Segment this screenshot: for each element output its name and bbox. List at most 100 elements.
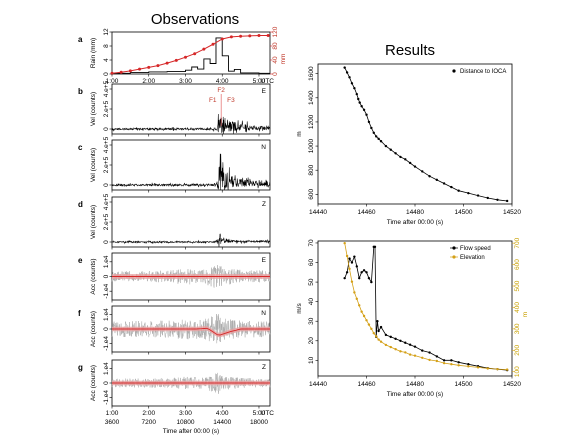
results-flow-series-0-point <box>389 335 392 339</box>
results-flow-series-1-point <box>413 354 417 357</box>
rain-cumulative-point <box>266 34 270 37</box>
results-flow-ytick-right-label: 400 <box>514 302 521 313</box>
results-flow-series-0-point <box>413 345 417 348</box>
panel-d-ytick-label: 4.e+5 <box>103 193 110 210</box>
panel-e-ytick-label: 1.e4 <box>103 255 110 268</box>
results-flow-series-0-point <box>421 349 424 352</box>
panel-d-frame <box>111 196 271 248</box>
results-distance-series-0-point <box>360 105 363 108</box>
results-distance-ytick-label: 800 <box>308 164 315 175</box>
results-distance-series-0-point <box>348 76 351 79</box>
observations-header: Observations <box>151 11 239 28</box>
results-flow-series-0-point <box>365 271 368 274</box>
panel-a-ytick-label: 4 <box>103 58 110 62</box>
panel-e-component: E <box>262 257 267 264</box>
results-flow-series-0-point <box>353 255 356 258</box>
results-distance-series-0-point <box>435 178 439 182</box>
panel-d-component: Z <box>262 201 266 208</box>
panel-b-ylabel: Vel (counts) <box>90 92 97 126</box>
panel-f-ytick-label: 0 <box>103 327 110 331</box>
results-flow-series-0-point <box>370 280 373 284</box>
results-flow-series-0-point <box>350 261 354 264</box>
results-flow-ytick-label: 30 <box>308 317 315 325</box>
results-flow-series-1-point <box>442 361 446 365</box>
panel-f-label: f <box>78 309 81 318</box>
rain-cumulative-point <box>257 34 261 37</box>
results-flow-series-1-point <box>343 241 346 245</box>
results-flow-series-0-point <box>355 265 358 268</box>
results-flow-series-1-point <box>476 366 480 369</box>
results-header: Results <box>385 42 435 59</box>
rain-cumulative-point <box>239 34 243 38</box>
results-flow-ytick-right-label: 600 <box>514 259 521 270</box>
results-flow-series-1-point <box>370 327 373 331</box>
results-flow-ylabel: m/s <box>296 303 303 314</box>
results-flow-series-0-point <box>394 337 397 341</box>
panel-g-xtick-top-label: 3:00 <box>179 410 192 417</box>
panel-a-xtick-label: 1:00 <box>106 78 119 85</box>
rain-cumulative-line <box>111 35 269 74</box>
panel-f-ylabel: Acc (counts) <box>90 311 97 347</box>
results-flow-xtick-label: 14520 <box>503 381 521 388</box>
results-flow-series-1-point <box>408 353 412 356</box>
results-distance-series-0-point <box>375 135 378 138</box>
results-distance-series-0-point <box>362 108 366 112</box>
panel-a-ytick-label: 8 <box>103 44 110 48</box>
panel-f: f Acc (counts) -1.e4 0 1.e4 N <box>78 305 271 355</box>
results-flow-series-1-point <box>345 254 349 258</box>
results-flow-series-1-point <box>428 358 431 362</box>
results-distance-ytick-label: 1200 <box>308 114 315 129</box>
results-distance-series-0-point <box>343 66 346 69</box>
panel-g-xtick-bottom-label: 10800 <box>176 419 194 426</box>
rain-cumulative-point <box>147 65 151 69</box>
results-distance-xtick-label: 14500 <box>454 209 472 216</box>
results-flow-series-0-point <box>376 320 379 323</box>
results-flow-series-0-point <box>348 257 351 260</box>
results-distance-ytick-label: 1400 <box>308 90 315 105</box>
results-flow-ytick-right-label: 300 <box>514 323 521 334</box>
results-distance-series-0-point <box>372 131 375 134</box>
results-distance-ytick-label: 1600 <box>308 66 315 81</box>
panel-g-ytick-label: -1.e4 <box>103 390 110 405</box>
panel-a-label: a <box>78 35 83 44</box>
results-flow-xtick-label: 14440 <box>309 381 327 388</box>
results-flow-series-0-point <box>373 245 377 249</box>
panel-b-label: b <box>78 87 83 96</box>
panel-g-xlabel: Time after 00:00 (s) <box>163 428 219 435</box>
panel-f-ytick-label: 1.e4 <box>103 308 110 321</box>
results-flow-series-1-point <box>362 314 366 318</box>
results-distance-panel: 14440 14460 14480 14500 14520 Time after 00:0… <box>296 63 521 226</box>
results-flow-series-1-point <box>421 356 424 359</box>
results-distance-xtick-label: 14520 <box>503 209 521 216</box>
results-flow-series-1-point <box>467 365 470 368</box>
panel-d: d Vel (counts) 0 2.e+5 4.e+5 Z <box>78 193 271 250</box>
results-flow-series-1-point <box>496 367 499 371</box>
results-flow-ytick-label: 50 <box>308 278 315 286</box>
results-flow-series-1-point <box>350 280 354 283</box>
rain-cumulative-point <box>165 61 169 65</box>
panel-d-label: d <box>78 200 83 209</box>
results-flow-series-1-point <box>457 364 460 367</box>
results-flow-series-0-line <box>344 246 508 371</box>
results-flow-series-1-point <box>505 368 509 371</box>
results-distance-series-0-point <box>442 182 446 185</box>
panel-a-frame <box>111 31 271 75</box>
panel-a-ytick-label: 12 <box>103 28 110 36</box>
panel-g-ytick-label: 0 <box>103 381 110 385</box>
panel-c-ytick-label: 0 <box>103 183 110 187</box>
results-flow-series-0-point <box>467 363 470 366</box>
panel-d-ytick-label: 0 <box>103 240 110 244</box>
results-distance-series-0-point <box>404 158 407 161</box>
panel-a-xunit: UTC <box>261 78 275 85</box>
rain-cumulative-point <box>229 35 233 39</box>
results-distance-series-0-point <box>355 92 358 96</box>
panel-g-component: Z <box>262 364 266 371</box>
panel-c-ytick-label: 4.e+5 <box>103 136 110 153</box>
results-distance-series-0-point <box>496 198 499 201</box>
results-distance-series-0-point <box>467 191 470 195</box>
results-distance-legend-marker <box>452 69 456 73</box>
results-flow-series-0-point <box>399 339 402 342</box>
results-flow-series-1-point <box>379 340 383 343</box>
panel-a-ylabel: Rain (mm) <box>90 38 97 68</box>
